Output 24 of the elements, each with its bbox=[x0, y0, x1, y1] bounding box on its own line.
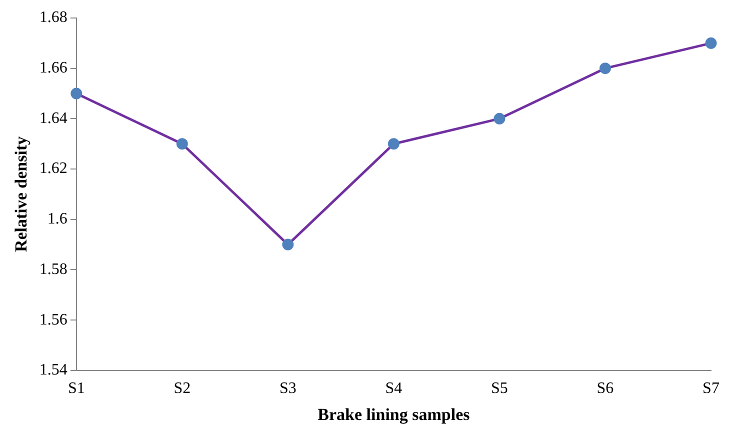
point bbox=[176, 138, 188, 150]
y-tick-label: 1.66 bbox=[39, 60, 68, 77]
x-tick-label: S5 bbox=[491, 380, 508, 398]
y-tick-label: 1.64 bbox=[39, 110, 68, 127]
y-tick-label: 1.58 bbox=[39, 260, 68, 278]
point bbox=[282, 238, 294, 250]
point bbox=[388, 138, 400, 150]
x-tick-label: S2 bbox=[174, 380, 191, 398]
y-axis-title: Relative density bbox=[12, 136, 31, 252]
x-tick-label: S6 bbox=[596, 380, 614, 398]
point bbox=[599, 62, 611, 74]
x-axis-title: Brake lining samples bbox=[318, 405, 470, 424]
y-tick-label: 1.54 bbox=[39, 362, 68, 379]
point bbox=[494, 112, 506, 124]
point bbox=[705, 37, 717, 49]
y-tick-label: 1.68 bbox=[39, 9, 68, 26]
y-tick-label: 1.56 bbox=[39, 311, 68, 328]
x-tick-label: S4 bbox=[385, 380, 402, 398]
y-tick-label: 1.62 bbox=[39, 160, 68, 178]
x-tick-label: S1 bbox=[68, 380, 85, 398]
x-tick-label: S7 bbox=[702, 380, 720, 398]
y-tick-label: 1.6 bbox=[47, 210, 68, 228]
point bbox=[70, 88, 82, 100]
x-tick-label: S3 bbox=[279, 380, 296, 398]
